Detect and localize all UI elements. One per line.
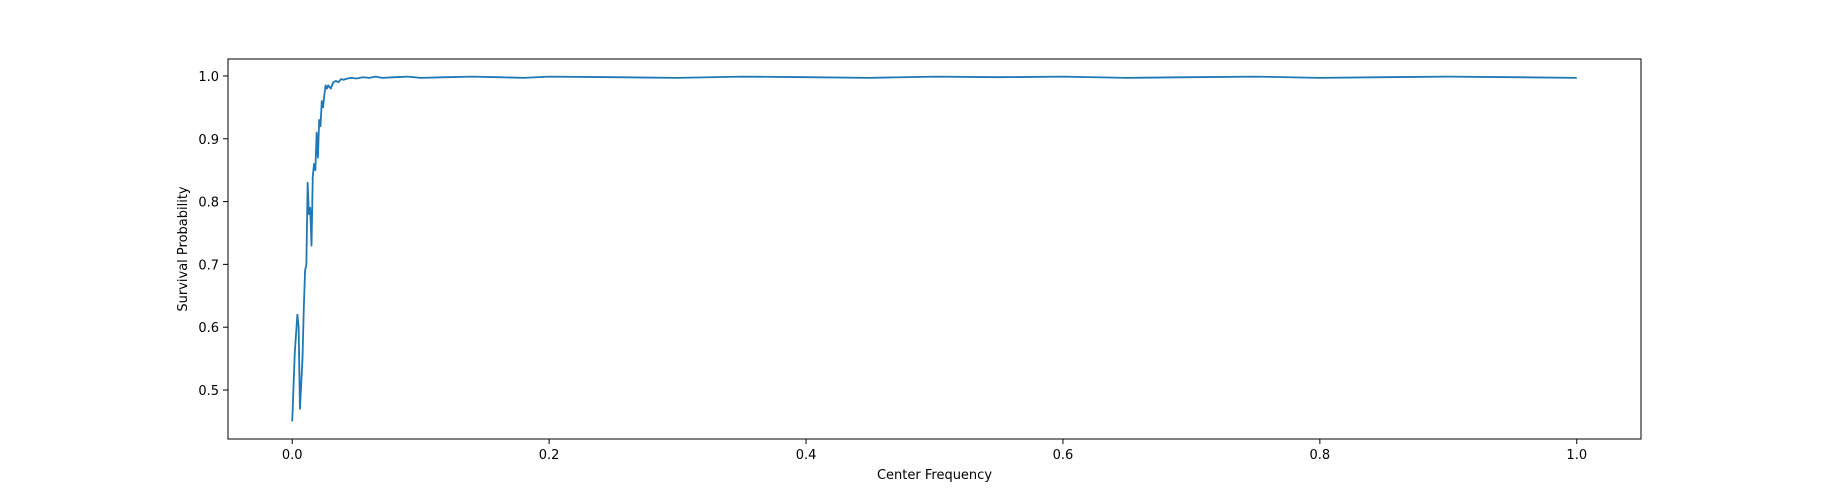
plot-frame [227, 58, 1642, 440]
y-tick-label: 0.7 [198, 258, 219, 273]
x-tick-label: 0.4 [796, 448, 817, 463]
y-tick-label: 0.5 [198, 384, 219, 399]
series-line [291, 75, 1577, 422]
x-tick-label: 0.2 [539, 448, 560, 463]
y-axis-label: Survival Probability [176, 186, 191, 312]
x-tick-label: 0.8 [1310, 448, 1331, 463]
x-axis-label: Center Frequency [877, 468, 992, 483]
x-tick-label: 0.0 [282, 448, 303, 463]
y-tick-label: 0.6 [198, 321, 219, 336]
y-tick-label: 1.0 [198, 70, 219, 85]
series-layer [291, 75, 1577, 422]
y-tick-label: 0.8 [198, 196, 219, 211]
x-tick-label: 1.0 [1566, 448, 1587, 463]
x-axis-ticks: 0.0 0.2 0.4 0.6 0.8 1.0 [282, 439, 1587, 463]
x-tick-label: 0.6 [1053, 448, 1074, 463]
y-tick-label: 0.9 [198, 133, 219, 148]
y-axis-ticks: 0.5 0.6 0.7 0.8 0.9 1.0 [198, 70, 228, 399]
